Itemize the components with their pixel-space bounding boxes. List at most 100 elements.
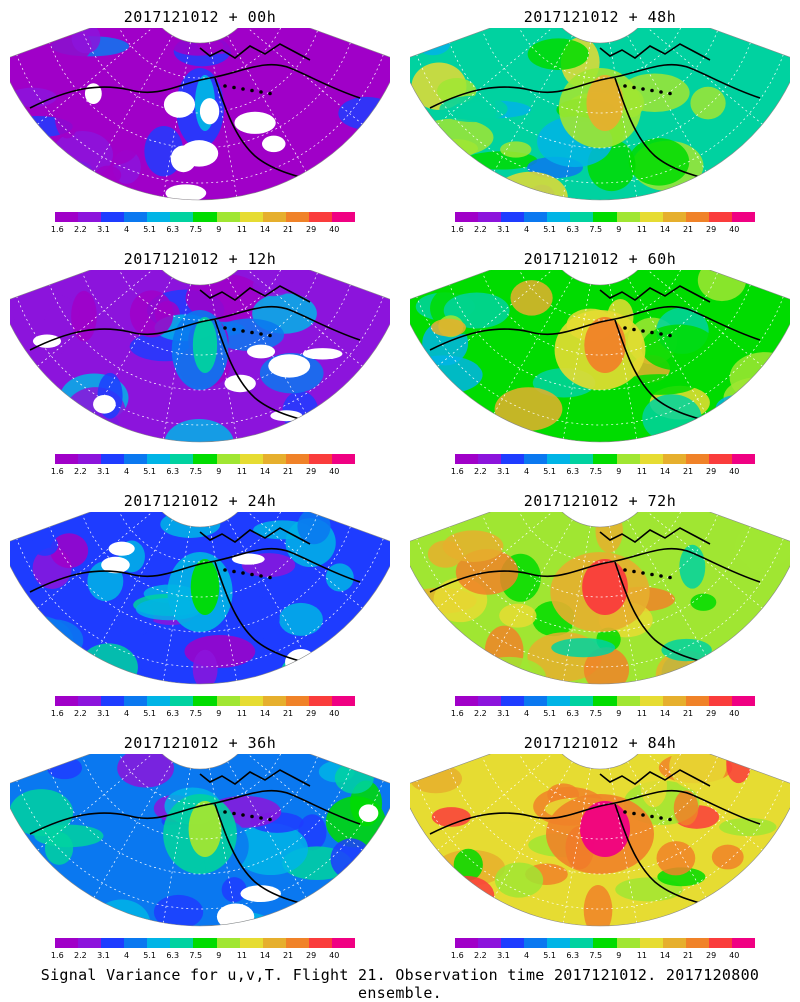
colorbar-segment xyxy=(731,212,756,222)
colorbar-tick-label: 4 xyxy=(123,225,130,234)
colorbar-segment xyxy=(193,938,217,948)
colorbar-tick-label: 1.6 xyxy=(50,467,64,476)
colorbar-segment xyxy=(262,938,286,948)
colorbar-tick-label: 21 xyxy=(282,225,294,234)
colorbar-tick-label: 3.1 xyxy=(97,951,110,960)
colorbar-tick-label: 6.3 xyxy=(166,951,180,960)
colorbar-tick-label: 5.1 xyxy=(143,467,156,476)
colorbar-segment xyxy=(731,696,756,706)
colorbar-segment xyxy=(239,212,263,222)
colorbar-tick-label: 11 xyxy=(236,709,248,718)
colorbar-tick-label: 6.3 xyxy=(166,467,180,476)
colorbar-segment xyxy=(262,212,286,222)
colorbar-segment xyxy=(731,938,756,948)
colorbar-segment xyxy=(170,938,194,948)
panel-title: 2017121012 + 48h xyxy=(523,8,677,26)
colorbar-tick-label: 14 xyxy=(259,467,271,476)
colorbar xyxy=(55,212,356,222)
colorbar-tick-label: 14 xyxy=(659,467,671,476)
colorbar-segment xyxy=(262,454,286,464)
colorbar-tick-label: 11 xyxy=(636,951,648,960)
colorbar-tick-label: 40 xyxy=(329,709,340,718)
colorbar-segment xyxy=(455,454,479,464)
colorbar-segment xyxy=(478,454,502,464)
colorbar-tick-label: 29 xyxy=(306,225,317,234)
colorbar-tick-label: 14 xyxy=(659,709,671,718)
colorbar-segment xyxy=(78,938,102,948)
colorbar-tick-label: 9 xyxy=(216,225,222,234)
colorbar-tick-label: 7.5 xyxy=(589,709,603,718)
colorbar-tick-label: 2.2 xyxy=(74,709,87,718)
colorbar-segment xyxy=(285,212,309,222)
colorbar-tick-label: 21 xyxy=(282,467,294,476)
colorbar-segment xyxy=(501,454,525,464)
colorbar-segment xyxy=(639,212,663,222)
colorbar-segment xyxy=(524,212,548,222)
colorbar-segment xyxy=(570,454,594,464)
map-panel: 2017121012 + 24h 1.6 2.2 3.1 4 5.1 6.3 7.5 9 11 14… xyxy=(10,490,390,730)
colorbar-tick-label: 11 xyxy=(636,467,648,476)
colorbar-tick-label: 5.1 xyxy=(543,467,556,476)
colorbar-segment xyxy=(639,938,663,948)
colorbar-tick-label: 6.3 xyxy=(566,709,580,718)
colorbar-tick-label: 5.1 xyxy=(143,709,156,718)
colorbar-tick-label: 14 xyxy=(259,225,271,234)
panel-title: 2017121012 + 00h xyxy=(123,8,277,26)
colorbar-segment xyxy=(570,938,594,948)
map-panel: 2017121012 + 12h 1.6 2.2 3.1 4 5.1 6.3 7.5 9 11 14… xyxy=(10,248,390,488)
colorbar-tick-label: 4 xyxy=(123,951,130,960)
colorbar-tick-label: 40 xyxy=(329,951,340,960)
colorbar-labels: 1.6 2.2 3.1 4 5.1 6.3 7.5 9 11 14 21 29 40 xyxy=(51,951,355,961)
colorbar-segment xyxy=(593,696,617,706)
colorbar-segment xyxy=(593,938,617,948)
colorbar-segment xyxy=(662,212,686,222)
variance-map xyxy=(10,512,390,685)
colorbar-segment xyxy=(216,938,240,948)
colorbar-tick-label: 7.5 xyxy=(589,467,603,476)
colorbar-segment xyxy=(708,454,732,464)
colorbar-segment xyxy=(455,212,479,222)
variance-map xyxy=(410,512,790,685)
colorbar-tick-label: 40 xyxy=(329,467,340,476)
colorbar-tick-label: 4 xyxy=(523,467,530,476)
map-panel: 2017121012 + 60h 1.6 2.2 3.1 4 5.1 6.3 7.5 9 11 14… xyxy=(410,248,790,488)
colorbar-tick-label: 5.1 xyxy=(143,225,156,234)
colorbar-tick-label: 21 xyxy=(282,951,294,960)
colorbar-tick-label: 1.6 xyxy=(50,709,64,718)
colorbar-segment xyxy=(193,696,217,706)
colorbar-segment xyxy=(478,696,502,706)
colorbar-segment xyxy=(55,212,79,222)
colorbar-segment xyxy=(478,212,502,222)
colorbar-segment xyxy=(239,696,263,706)
colorbar-segment xyxy=(685,696,709,706)
colorbar-segment xyxy=(662,454,686,464)
colorbar-tick-label: 29 xyxy=(706,467,717,476)
colorbar-segment xyxy=(685,454,709,464)
colorbar-tick-label: 4 xyxy=(123,467,130,476)
panel-title: 2017121012 + 36h xyxy=(123,734,277,752)
colorbar-tick-label: 2.2 xyxy=(74,467,87,476)
colorbar-labels: 1.6 2.2 3.1 4 5.1 6.3 7.5 9 11 14 21 29 40 xyxy=(451,467,755,477)
colorbar-segment xyxy=(147,938,171,948)
colorbar-tick-label: 5.1 xyxy=(543,225,556,234)
colorbar-tick-label: 40 xyxy=(729,467,740,476)
colorbar-segment xyxy=(308,938,332,948)
colorbar-segment xyxy=(455,938,479,948)
colorbar-segment xyxy=(216,212,240,222)
colorbar-tick-label: 21 xyxy=(682,951,694,960)
colorbar xyxy=(455,938,756,948)
colorbar-segment xyxy=(147,212,171,222)
colorbar-segment xyxy=(216,454,240,464)
colorbar-tick-label: 14 xyxy=(659,225,671,234)
colorbar-tick-label: 2.2 xyxy=(74,225,87,234)
colorbar-segment xyxy=(616,696,640,706)
colorbar-tick-label: 29 xyxy=(706,709,717,718)
colorbar-tick-label: 29 xyxy=(306,467,317,476)
variance-map xyxy=(10,270,390,443)
colorbar-tick-label: 7.5 xyxy=(189,225,203,234)
colorbar-segment xyxy=(708,212,732,222)
colorbar-tick-label: 4 xyxy=(523,225,530,234)
colorbar-segment xyxy=(331,454,356,464)
colorbar-segment xyxy=(170,212,194,222)
colorbar-tick-label: 21 xyxy=(282,709,294,718)
